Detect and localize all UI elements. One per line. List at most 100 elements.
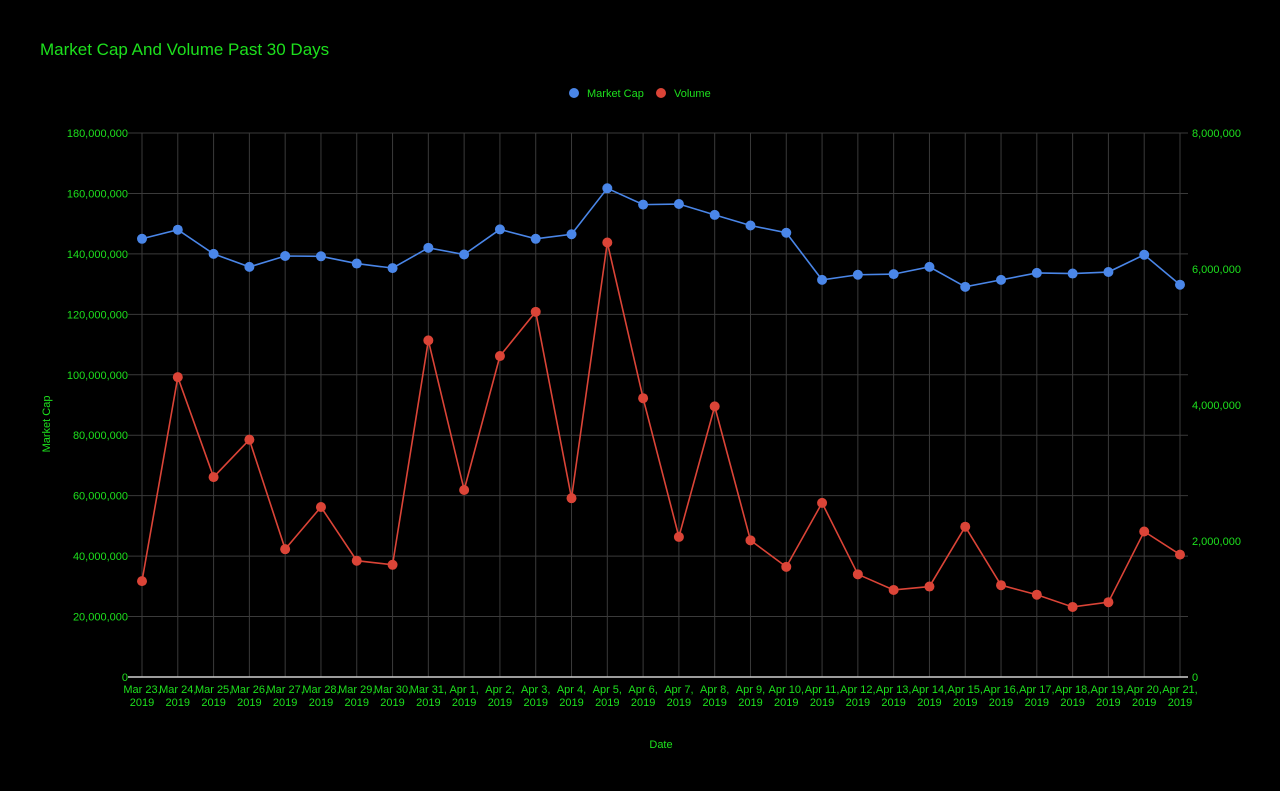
data-point-volume[interactable]	[566, 493, 577, 504]
data-point-market-cap[interactable]	[351, 258, 362, 269]
data-point-volume[interactable]	[673, 531, 684, 542]
data-point-market-cap[interactable]	[602, 183, 613, 194]
x-tick-label: Apr 17, 2019	[1019, 684, 1054, 709]
x-tick-label: Mar 29, 2019	[338, 684, 375, 709]
data-point-market-cap[interactable]	[924, 261, 935, 272]
data-point-market-cap[interactable]	[423, 242, 434, 253]
data-point-market-cap[interactable]	[137, 233, 147, 244]
data-point-volume[interactable]	[1139, 526, 1150, 537]
chart-title: Market Cap And Volume Past 30 Days	[40, 40, 330, 59]
x-tick-label: Apr 11, 2019	[805, 684, 840, 709]
x-tick-label: Mar 27, 2019	[267, 684, 304, 709]
data-point-volume[interactable]	[1031, 589, 1042, 600]
data-point-market-cap[interactable]	[566, 229, 577, 240]
legend-marker-volume	[656, 88, 666, 98]
data-point-market-cap[interactable]	[745, 220, 756, 231]
data-point-market-cap[interactable]	[960, 281, 971, 292]
y2-tick-label: 6,000,000	[1192, 264, 1241, 276]
data-point-volume[interactable]	[208, 472, 219, 483]
x-tick-label: Apr 16, 2019	[983, 684, 1018, 709]
data-point-volume[interactable]	[137, 576, 147, 587]
y-tick-label: 40,000,000	[73, 551, 128, 563]
y-tick-label: 100,000,000	[67, 370, 128, 382]
data-point-volume[interactable]	[1103, 597, 1114, 608]
x-tick-label: Apr 19, 2019	[1091, 684, 1126, 709]
data-point-volume[interactable]	[530, 306, 541, 317]
data-point-volume[interactable]	[638, 393, 649, 404]
data-point-volume[interactable]	[996, 580, 1007, 591]
x-tick-label: Apr 8, 2019	[700, 684, 729, 709]
x-tick-label: Apr 2, 2019	[485, 684, 514, 709]
data-point-market-cap[interactable]	[1103, 267, 1114, 278]
data-point-market-cap[interactable]	[244, 261, 255, 272]
data-point-volume[interactable]	[1067, 601, 1078, 612]
data-point-volume[interactable]	[709, 401, 720, 412]
data-point-market-cap[interactable]	[888, 269, 899, 280]
x-tick-label: Apr 9, 2019	[736, 684, 765, 709]
data-point-volume[interactable]	[244, 434, 255, 445]
y-tick-label: 20,000,000	[73, 612, 128, 624]
data-point-volume[interactable]	[924, 581, 935, 592]
data-point-market-cap[interactable]	[1067, 268, 1078, 279]
data-point-market-cap[interactable]	[530, 233, 541, 244]
data-point-volume[interactable]	[1175, 549, 1185, 560]
x-tick-label: Mar 24, 2019	[159, 684, 196, 709]
x-tick-label: Apr 12, 2019	[840, 684, 875, 709]
data-point-market-cap[interactable]	[208, 248, 219, 259]
data-point-market-cap[interactable]	[315, 251, 326, 262]
y-tick-label: 160,000,000	[67, 188, 128, 200]
data-point-volume[interactable]	[172, 372, 183, 383]
x-tick-label: Apr 10, 2019	[769, 684, 804, 709]
data-point-volume[interactable]	[960, 521, 971, 532]
data-point-market-cap[interactable]	[387, 263, 398, 274]
x-tick-label: Apr 15, 2019	[948, 684, 983, 709]
data-point-volume[interactable]	[315, 502, 326, 512]
data-point-volume[interactable]	[852, 569, 863, 580]
data-point-volume[interactable]	[888, 584, 899, 595]
series-line-volume	[141, 242, 1181, 608]
data-point-market-cap[interactable]	[709, 209, 720, 220]
y-tick-label: 60,000,000	[73, 491, 128, 503]
legend-label-volume: Volume	[674, 88, 711, 100]
data-point-market-cap[interactable]	[673, 199, 684, 210]
data-point-market-cap[interactable]	[1031, 267, 1042, 278]
data-point-market-cap[interactable]	[1175, 279, 1185, 290]
data-point-market-cap[interactable]	[638, 199, 649, 210]
y2-tick-label: 2,000,000	[1192, 536, 1241, 548]
data-point-market-cap[interactable]	[459, 249, 470, 260]
x-tick-label: Mar 28, 2019	[302, 684, 339, 709]
data-point-volume[interactable]	[423, 335, 434, 346]
x-tick-label: Apr 21, 2019	[1162, 684, 1197, 709]
data-point-market-cap[interactable]	[1139, 249, 1150, 260]
legend-marker-market-cap	[569, 88, 579, 98]
data-point-market-cap[interactable]	[280, 251, 291, 262]
data-point-volume[interactable]	[351, 555, 362, 566]
y-tick-label: 120,000,000	[67, 309, 128, 321]
data-point-volume[interactable]	[602, 237, 613, 248]
x-tick-label: Apr 6, 2019	[628, 684, 657, 709]
data-point-market-cap[interactable]	[781, 227, 792, 238]
data-point-volume[interactable]	[781, 561, 792, 572]
series-layer	[137, 183, 1185, 612]
x-tick-label: Mar 25, 2019	[195, 684, 232, 709]
data-point-volume[interactable]	[817, 497, 828, 508]
y-tick-label: 80,000,000	[73, 430, 128, 442]
data-point-volume[interactable]	[280, 544, 291, 555]
data-point-market-cap[interactable]	[817, 274, 828, 285]
data-point-volume[interactable]	[387, 559, 398, 570]
data-point-volume[interactable]	[459, 485, 470, 495]
y2-tick-label: 4,000,000	[1192, 400, 1241, 412]
x-tick-label: Mar 30, 2019	[374, 684, 411, 709]
data-point-market-cap[interactable]	[996, 274, 1007, 285]
series-line-market-cap	[141, 187, 1181, 288]
data-point-market-cap[interactable]	[172, 224, 183, 235]
data-point-market-cap[interactable]	[494, 224, 505, 235]
x-tick-label: Mar 26, 2019	[231, 684, 268, 709]
data-point-market-cap[interactable]	[852, 269, 863, 280]
grid-layer	[128, 132, 1188, 677]
x-tick-label: Mar 23, 2019	[123, 684, 160, 709]
data-point-volume[interactable]	[745, 535, 756, 546]
x-tick-label: Apr 4, 2019	[557, 684, 586, 709]
data-point-volume[interactable]	[494, 351, 505, 362]
